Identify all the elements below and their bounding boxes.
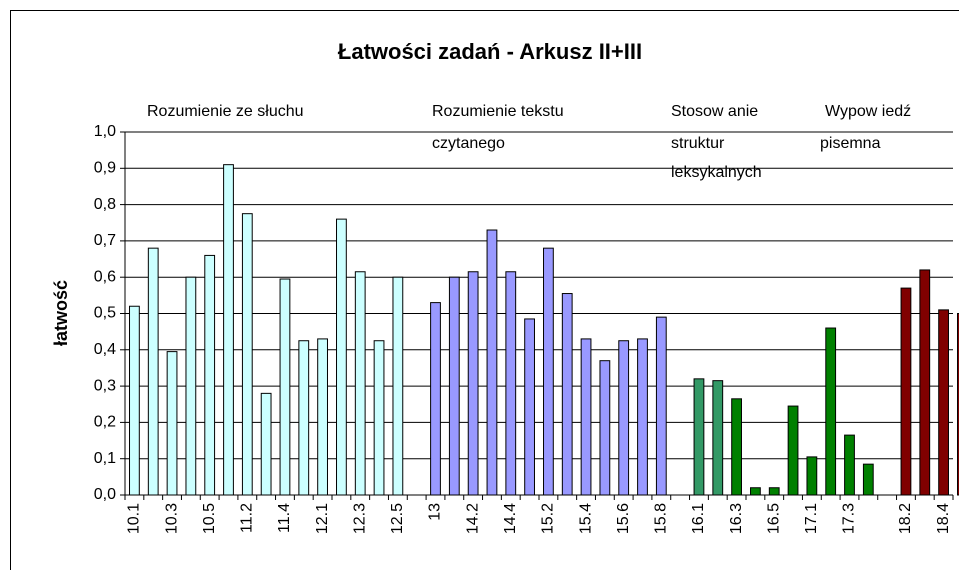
x-tick-label: 18.4 [935, 503, 952, 534]
bar [147, 247, 159, 496]
bar [505, 271, 517, 496]
bar [768, 487, 780, 496]
group-annotation: Stosow anie [671, 103, 758, 120]
x-tick-label: 15.6 [615, 503, 632, 534]
bar [787, 405, 799, 496]
y-tick-label: 0,0 [94, 486, 116, 503]
group-annotation: struktur [671, 135, 725, 152]
y-tick-label: 0,6 [94, 268, 116, 285]
bar [862, 463, 874, 496]
bar [806, 456, 818, 496]
y-tick-label: 0,8 [94, 196, 116, 213]
bar [373, 340, 385, 496]
group-annotation: pisemna [820, 135, 881, 152]
x-tick-label: 16.5 [765, 503, 782, 534]
y-tick-label: 0,7 [94, 232, 116, 249]
bar [486, 229, 498, 496]
bar [260, 392, 272, 496]
bar [957, 313, 959, 496]
x-tick-label: 17.3 [841, 503, 858, 534]
bar [919, 269, 931, 496]
y-tick-label: 0,5 [94, 305, 116, 322]
y-tick-label: 0,4 [94, 341, 116, 358]
bar [693, 378, 705, 496]
bar [448, 276, 460, 496]
x-tick-label: 12.5 [389, 503, 406, 534]
x-tick-label: 13 [427, 503, 444, 521]
x-tick-label: 18.2 [897, 503, 914, 534]
x-tick-label: 14.2 [464, 503, 481, 534]
x-tick-label: 10.5 [201, 503, 218, 534]
x-tick-label: 15.4 [577, 503, 594, 534]
x-tick-label: 17.1 [803, 503, 820, 534]
bar [129, 305, 140, 496]
x-tick-label: 10.3 [163, 503, 180, 534]
bar [900, 287, 912, 496]
group-annotation: Wypow iedź [825, 103, 911, 120]
y-tick-label: 1,0 [94, 123, 116, 140]
x-tick-label: 15.2 [540, 503, 557, 534]
bar [750, 487, 761, 496]
bar [825, 327, 837, 496]
chart-title: Łatwości zadań - Arkusz II+III [338, 39, 642, 64]
bar [354, 271, 366, 496]
bar [336, 218, 347, 496]
x-tick-label: 10.1 [126, 503, 143, 534]
bar [844, 434, 855, 496]
x-tick-label: 15.8 [653, 503, 670, 534]
bar [524, 318, 535, 496]
bar [279, 278, 291, 496]
x-tick-label: 12.3 [351, 503, 368, 534]
bar [561, 293, 573, 496]
bar [467, 271, 479, 496]
bar [298, 340, 310, 496]
bar [204, 254, 216, 496]
x-tick-label: 11.2 [239, 503, 256, 533]
x-tick-label: 12.1 [314, 503, 331, 534]
bar [241, 213, 253, 496]
bar [637, 338, 648, 496]
bar [731, 398, 742, 496]
bar [317, 338, 328, 496]
group-annotation: Rozumienie ze słuchu [147, 103, 304, 120]
group-annotation: leksykalnych [671, 164, 762, 181]
bar [618, 340, 630, 496]
x-tick-label: 11.4 [276, 503, 293, 533]
bar [580, 338, 592, 496]
x-tick-label: 14.4 [502, 503, 519, 534]
x-tick-label: 16.1 [690, 503, 707, 534]
y-tick-label: 0,2 [94, 414, 116, 431]
group-annotation: czytanego [432, 135, 505, 152]
x-tick-label: 16.3 [728, 503, 745, 534]
bar [430, 302, 441, 496]
y-tick-label: 0,3 [94, 377, 116, 394]
bar [712, 380, 724, 496]
bar [166, 351, 178, 496]
bar [543, 247, 554, 496]
y-axis-label: łatwość [51, 280, 71, 346]
bar [655, 316, 667, 496]
y-tick-label: 0,9 [94, 160, 116, 177]
bar [599, 360, 611, 496]
y-tick-label: 0,1 [94, 450, 116, 467]
bar [938, 309, 949, 496]
bar [185, 276, 197, 496]
group-annotation: Rozumienie tekstu [432, 103, 564, 120]
bar [223, 164, 234, 496]
bar [392, 276, 404, 496]
